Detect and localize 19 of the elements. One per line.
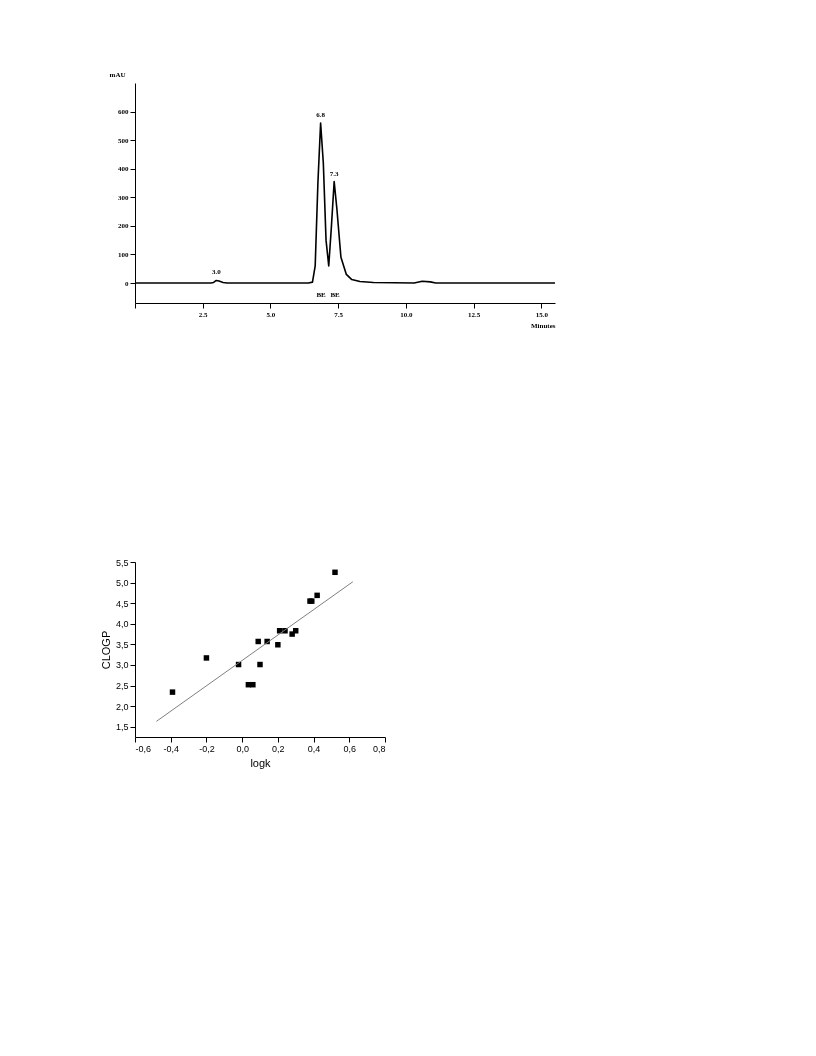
y-tick-label: 5,5	[115, 557, 129, 568]
x-tick-label: -0,6	[135, 743, 152, 754]
y-axis-title: CLOGP	[99, 630, 112, 670]
x-tick-label: -0,2	[199, 743, 215, 754]
y-tick-label: 2,0	[115, 701, 129, 712]
x-tick-label: 0,8	[372, 743, 386, 754]
y-tick-label: 1,5	[115, 722, 129, 733]
x-tick-label: 0,4	[307, 743, 321, 754]
y-tick-label: 5,0	[115, 578, 129, 589]
x-tick-label: 0,6	[343, 743, 357, 754]
y-tick-label: 4,5	[115, 598, 129, 609]
x-axis-title: logk	[250, 756, 272, 769]
x-tick-label: 0,2	[272, 743, 285, 754]
y-tick-label: 4,0	[115, 619, 129, 630]
y-tick-label: 3,5	[115, 639, 129, 650]
y-tick-label: 2,5	[115, 681, 129, 692]
x-tick-label: 0,0	[236, 743, 249, 754]
x-tick-label: -0,4	[163, 743, 179, 754]
y-tick-label: 3,0	[115, 660, 129, 671]
